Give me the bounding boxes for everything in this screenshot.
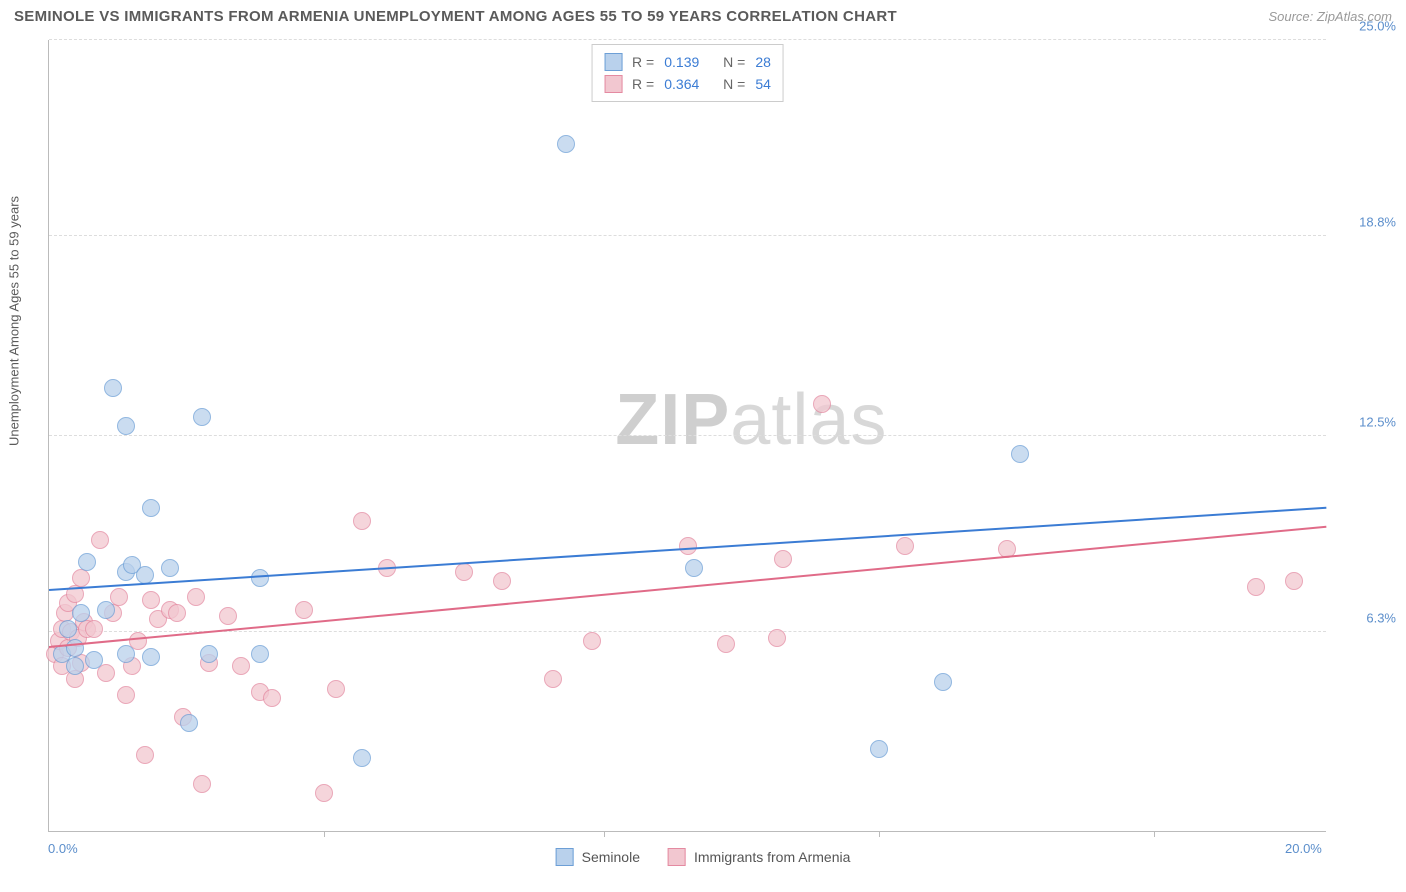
data-point	[117, 645, 135, 663]
data-point	[1011, 445, 1029, 463]
data-point	[455, 563, 473, 581]
data-point	[200, 645, 218, 663]
x-tick-mark	[879, 831, 880, 837]
x-tick-mark	[604, 831, 605, 837]
stats-row-2: R = 0.364 N = 54	[604, 73, 771, 95]
data-point	[679, 537, 697, 555]
data-point	[353, 749, 371, 767]
x-tick-label: 20.0%	[1285, 841, 1322, 856]
data-point	[557, 135, 575, 153]
data-point	[161, 559, 179, 577]
data-point	[193, 408, 211, 426]
data-point	[493, 572, 511, 590]
legend: Seminole Immigrants from Armenia	[556, 848, 851, 866]
x-tick-mark	[1154, 831, 1155, 837]
x-tick-mark	[324, 831, 325, 837]
data-point	[97, 601, 115, 619]
data-point	[142, 591, 160, 609]
data-point	[168, 604, 186, 622]
legend-item-seminole: Seminole	[556, 848, 640, 866]
data-point	[232, 657, 250, 675]
data-point	[136, 566, 154, 584]
swatch-armenia	[604, 75, 622, 93]
data-point	[117, 686, 135, 704]
data-point	[180, 714, 198, 732]
data-point	[187, 588, 205, 606]
data-point	[768, 629, 786, 647]
data-point	[104, 379, 122, 397]
x-tick-label: 0.0%	[48, 841, 78, 856]
data-point	[583, 632, 601, 650]
data-point	[870, 740, 888, 758]
swatch-seminole-icon	[556, 848, 574, 866]
data-point	[353, 512, 371, 530]
data-point	[327, 680, 345, 698]
data-point	[193, 775, 211, 793]
data-point	[685, 559, 703, 577]
swatch-seminole	[604, 53, 622, 71]
data-point	[117, 417, 135, 435]
gridline	[49, 39, 1326, 40]
data-point	[896, 537, 914, 555]
data-point	[66, 639, 84, 657]
legend-label: Seminole	[582, 849, 640, 865]
data-point	[251, 569, 269, 587]
stats-box: R = 0.139 N = 28 R = 0.364 N = 54	[591, 44, 784, 102]
data-point	[66, 657, 84, 675]
data-point	[813, 395, 831, 413]
data-point	[315, 784, 333, 802]
data-point	[59, 620, 77, 638]
y-tick-label: 25.0%	[1359, 19, 1396, 34]
data-point	[934, 673, 952, 691]
chart-title: SEMINOLE VS IMMIGRANTS FROM ARMENIA UNEM…	[14, 8, 897, 25]
data-point	[97, 664, 115, 682]
data-point	[544, 670, 562, 688]
data-point	[717, 635, 735, 653]
data-point	[78, 553, 96, 571]
data-point	[142, 499, 160, 517]
gridline	[49, 435, 1326, 436]
watermark: ZIPatlas	[615, 379, 887, 461]
trend-line	[49, 506, 1326, 590]
gridline	[49, 631, 1326, 632]
data-point	[72, 604, 90, 622]
legend-item-armenia: Immigrants from Armenia	[668, 848, 850, 866]
legend-label: Immigrants from Armenia	[694, 849, 850, 865]
y-tick-label: 6.3%	[1366, 610, 1396, 625]
data-point	[1247, 578, 1265, 596]
data-point	[85, 620, 103, 638]
data-point	[295, 601, 313, 619]
gridline	[49, 235, 1326, 236]
data-point	[774, 550, 792, 568]
scatter-chart: ZIPatlas R = 0.139 N = 28 R = 0.364 N = …	[48, 40, 1326, 832]
y-axis-label: Unemployment Among Ages 55 to 59 years	[7, 196, 22, 446]
data-point	[1285, 572, 1303, 590]
stats-row-1: R = 0.139 N = 28	[604, 51, 771, 73]
data-point	[142, 648, 160, 666]
y-tick-label: 12.5%	[1359, 414, 1396, 429]
data-point	[85, 651, 103, 669]
data-point	[72, 569, 90, 587]
data-point	[263, 689, 281, 707]
y-tick-label: 18.8%	[1359, 215, 1396, 230]
data-point	[251, 645, 269, 663]
swatch-armenia-icon	[668, 848, 686, 866]
data-point	[136, 746, 154, 764]
data-point	[91, 531, 109, 549]
data-point	[219, 607, 237, 625]
